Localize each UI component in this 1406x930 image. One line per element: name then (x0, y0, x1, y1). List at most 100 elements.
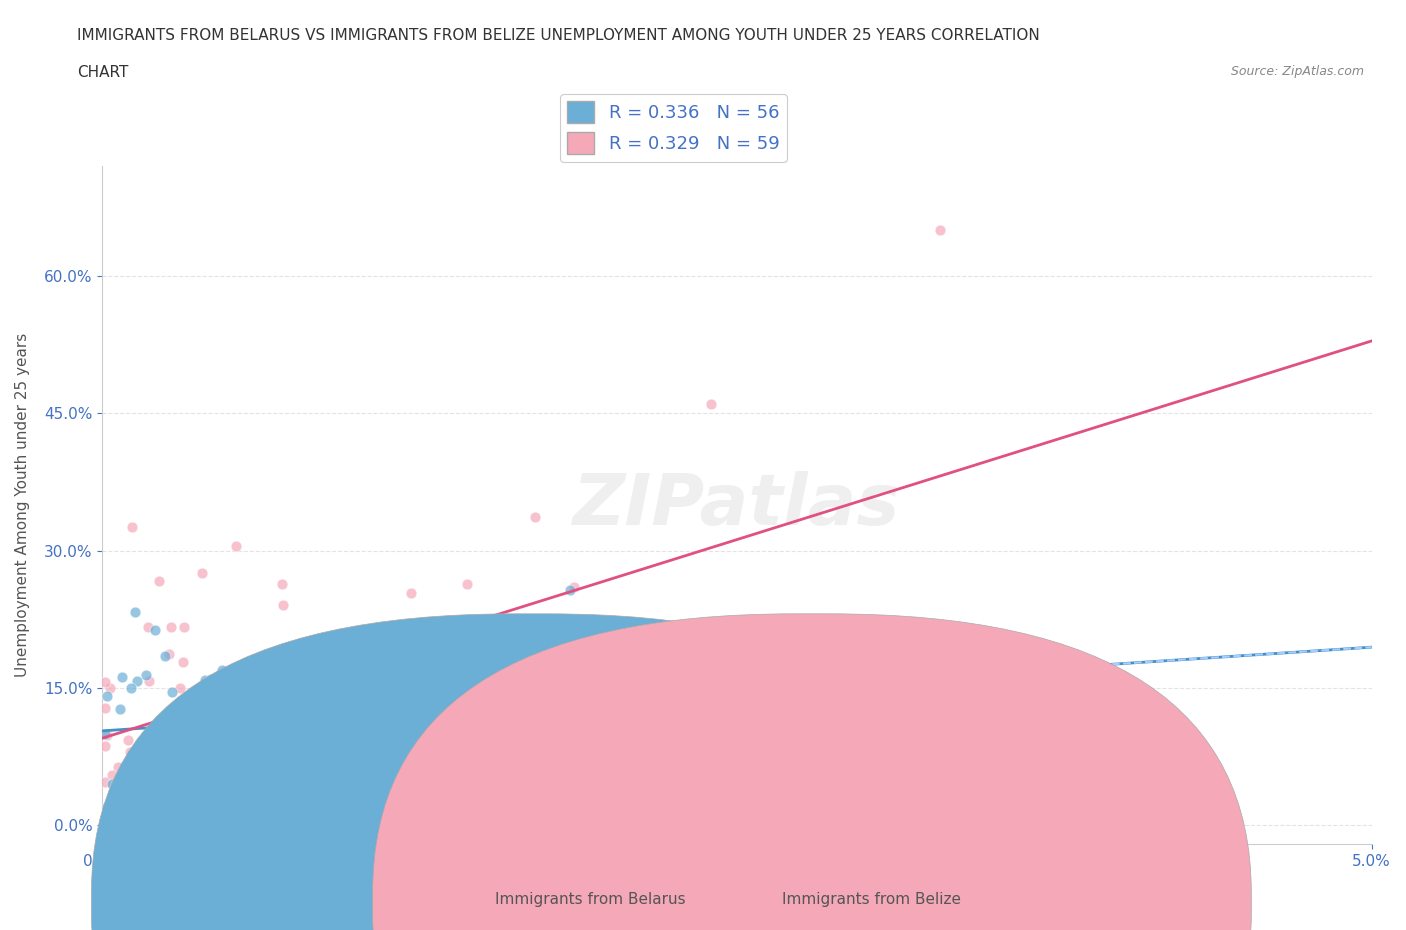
Point (153, 649, 176, 664)
Point (384, 704, 406, 719)
Point (93, 700, 115, 715)
Point (377, 646, 399, 661)
Point (138, 619, 160, 634)
Point (169, 681, 191, 696)
Point (186, 809, 208, 824)
Point (211, 663, 233, 678)
Point (669, 671, 692, 686)
Point (274, 666, 297, 681)
Point (418, 714, 440, 729)
Point (125, 674, 148, 689)
Point (96, 688, 118, 703)
Point (315, 711, 337, 725)
Point (96, 728, 118, 743)
Point (138, 673, 160, 688)
Point (141, 747, 163, 762)
Point (384, 721, 406, 736)
Point (560, 583, 582, 598)
Point (780, 694, 803, 709)
Point (200, 671, 222, 686)
Point (260, 732, 283, 747)
Point (135, 668, 157, 683)
Point (291, 671, 314, 686)
Point (562, 579, 585, 594)
Point (418, 698, 440, 713)
Point (271, 598, 294, 613)
Legend: R = 0.336   N = 56, R = 0.329   N = 59: R = 0.336 N = 56, R = 0.329 N = 59 (560, 94, 787, 162)
Point (387, 660, 409, 675)
Point (281, 764, 304, 778)
Point (236, 708, 259, 723)
Point (124, 604, 146, 619)
Point (323, 763, 346, 777)
Point (162, 791, 184, 806)
Point (252, 699, 274, 714)
Point (193, 756, 215, 771)
Point (565, 649, 588, 664)
Point (352, 714, 374, 729)
Point (117, 733, 139, 748)
Point (700, 397, 723, 412)
Point (121, 519, 143, 534)
Point (270, 577, 292, 591)
Point (107, 760, 129, 775)
Point (1001, 662, 1024, 677)
Point (283, 664, 305, 679)
Text: IMMIGRANTS FROM BELARUS VS IMMIGRANTS FROM BELIZE UNEMPLOYMENT AMONG YOUTH UNDER: IMMIGRANTS FROM BELARUS VS IMMIGRANTS FR… (77, 28, 1040, 43)
Point (125, 750, 148, 764)
Point (240, 788, 263, 803)
Point (456, 577, 478, 591)
Point (394, 702, 416, 717)
Point (160, 684, 183, 699)
Point (224, 745, 246, 760)
Text: Source: ZipAtlas.com: Source: ZipAtlas.com (1230, 65, 1364, 78)
Point (399, 585, 422, 600)
Point (385, 790, 408, 805)
Point (685, 663, 707, 678)
Point (101, 767, 124, 782)
Point (157, 646, 180, 661)
Point (562, 809, 585, 824)
Point (148, 574, 170, 589)
Point (93, 738, 115, 753)
Point (98, 680, 121, 695)
Point (506, 657, 529, 671)
Point (432, 729, 454, 744)
Point (368, 624, 391, 639)
Point (368, 742, 391, 757)
Point (172, 655, 194, 670)
Point (191, 565, 214, 580)
Point (183, 790, 205, 804)
Point (159, 733, 181, 748)
Point (257, 712, 280, 727)
Point (399, 754, 422, 769)
Point (328, 669, 350, 684)
Point (111, 670, 134, 684)
Point (194, 672, 217, 687)
Point (278, 754, 301, 769)
Point (336, 691, 359, 706)
Point (929, 223, 952, 238)
Point (100, 777, 122, 791)
Point (235, 714, 257, 729)
Point (173, 809, 195, 824)
Point (93, 727, 115, 742)
Point (173, 619, 195, 634)
Point (143, 622, 166, 637)
Point (96, 799, 118, 814)
Point (332, 651, 354, 666)
Point (93, 674, 115, 689)
Point (291, 809, 314, 824)
Point (290, 760, 312, 775)
Point (108, 701, 131, 716)
Point (202, 716, 225, 731)
Point (160, 619, 183, 634)
Text: Immigrants from Belarus: Immigrants from Belarus (495, 892, 686, 907)
Y-axis label: Unemployment Among Youth under 25 years: Unemployment Among Youth under 25 years (15, 333, 30, 677)
Point (319, 746, 342, 761)
Text: ZIPatlas: ZIPatlas (574, 471, 901, 539)
Point (685, 642, 707, 657)
Point (132, 777, 155, 791)
Point (94, 775, 117, 790)
Point (492, 737, 515, 752)
